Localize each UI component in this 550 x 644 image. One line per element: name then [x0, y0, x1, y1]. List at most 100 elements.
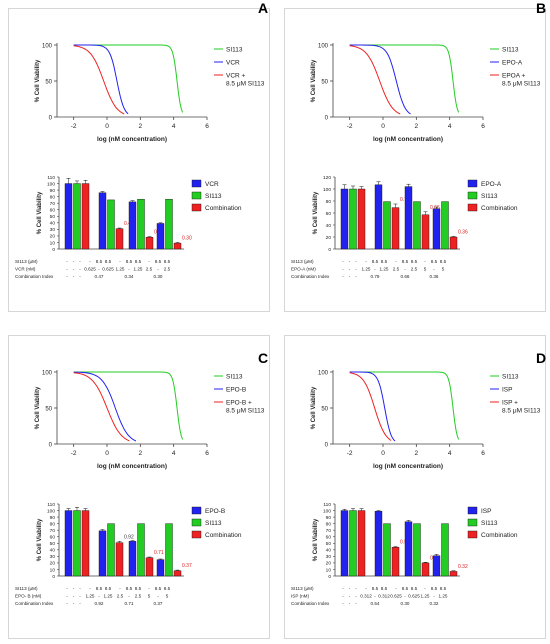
table-cell: -	[157, 267, 159, 272]
panel-label-a: A	[258, 0, 269, 16]
panel-b: 0 50 100 -2 0 2 4 6% Cell Viability log (nM conc…	[284, 8, 546, 312]
table-cell: -	[355, 586, 357, 591]
bar	[349, 188, 357, 250]
panel-label-b: B	[536, 0, 547, 16]
table-cell: -	[98, 594, 100, 599]
bar-legend-label: EPO-A	[481, 181, 502, 188]
table-cell: 0.37	[154, 601, 163, 606]
curve-x-axis-label: log (nM concentration)	[97, 463, 167, 470]
curve-x-tick-label: 4	[172, 450, 176, 457]
curve-x-tick-label: 0	[381, 450, 385, 457]
curve-x-tick-label: 2	[415, 450, 419, 457]
table-cell: 2.5	[393, 267, 400, 272]
table-cell: -	[349, 259, 351, 264]
bar-y-tick-label: 70	[50, 201, 56, 207]
bar	[173, 242, 182, 250]
curve-line-2	[73, 371, 137, 442]
table-cell: 8.5	[411, 586, 418, 591]
curve-y-tick-label: 100	[318, 44, 329, 50]
table-cell: 8.5	[381, 259, 388, 264]
table-cell: -	[342, 267, 344, 272]
bar-y-tick-label: 80	[50, 194, 56, 200]
legend-label-3: ISP +8.5 μM SI113	[502, 400, 541, 415]
bar-legend-swatch	[467, 203, 478, 212]
bar-legend-label: Combination	[481, 205, 518, 212]
table-cell: -	[355, 601, 357, 606]
bar	[340, 188, 349, 250]
bar-y-tick-label: 100	[47, 508, 55, 514]
table-row-label: EPO-A (nM)	[291, 267, 316, 272]
curve-y-tick-label: 50	[321, 80, 328, 86]
table-row-label: SI113 (μM)	[291, 259, 314, 264]
curve-x-axis-label: log (nM concentration)	[373, 463, 443, 470]
bar-legend-label: SI113	[205, 193, 222, 200]
table-cell: 8.5	[164, 586, 171, 591]
bar	[421, 562, 430, 577]
bar-y-tick-label: 110	[323, 502, 331, 508]
table-cell: -	[66, 274, 68, 279]
curve-x-tick-label: 6	[481, 123, 485, 130]
table-row-label: Combination Index	[15, 274, 54, 279]
table-cell: -	[424, 259, 426, 264]
table-cell: -	[73, 274, 75, 279]
curve-x-tick-label: -2	[71, 450, 77, 457]
legend-label-1: SI113	[502, 374, 519, 381]
curve-y-tick-label: 0	[49, 116, 53, 122]
table-cell: 0.79	[371, 274, 380, 279]
bar-legend-swatch	[467, 518, 478, 527]
table-cell: 0.625	[408, 594, 420, 599]
bar-y-axis-label: % Cell Viability	[37, 191, 43, 234]
table-row-label: VCR (nM)	[15, 267, 36, 272]
table-cell: -	[73, 594, 75, 599]
table-cell: -	[365, 586, 367, 591]
ci-label: 0.66	[430, 205, 440, 211]
table-cell: -	[79, 601, 81, 606]
legend-label-line: 8.5 μM SI113	[226, 81, 265, 88]
table-cell: -	[73, 586, 75, 591]
bar	[404, 521, 413, 577]
table-cell: 1.25	[380, 267, 389, 272]
panel-label-c: C	[258, 350, 269, 366]
curve-y-tick-label: 0	[325, 116, 329, 122]
table-cell: 8.5	[411, 259, 418, 264]
curve-line-3	[349, 45, 401, 115]
table-cell: 1.25	[421, 594, 430, 599]
table-cell: 1.25	[439, 594, 448, 599]
table-cell: -	[79, 594, 81, 599]
table-cell: -	[73, 267, 75, 272]
table-cell: 8.5	[440, 259, 447, 264]
table-cell: -	[349, 601, 351, 606]
table-row-label: ISP (nM)	[291, 594, 310, 599]
bar-y-tick-label: 80	[326, 521, 332, 527]
table-cell: 8.5	[402, 259, 409, 264]
bar-y-axis-label: % Cell Viability	[37, 518, 43, 561]
table-cell: -	[66, 259, 68, 264]
table-row-label: Combination Index	[291, 601, 330, 606]
table-cell: -	[349, 594, 351, 599]
curve-x-tick-label: 4	[448, 123, 452, 130]
bar-y-tick-label: 70	[50, 528, 56, 534]
table-cell: 8.5	[372, 586, 379, 591]
table-cell: 8.5	[402, 586, 409, 591]
bar-y-tick-label: 60	[326, 211, 332, 217]
bar	[128, 541, 137, 577]
table-cell: 8.5	[135, 586, 142, 591]
table-cell: -	[433, 594, 435, 599]
bar-legend-label: ISP	[481, 508, 491, 515]
table-cell: -	[66, 594, 68, 599]
table-cell: -	[355, 594, 357, 599]
table-cell: -	[342, 259, 344, 264]
legend-label-1: SI113	[226, 374, 243, 381]
table-cell: 8.5	[372, 259, 379, 264]
curve-x-tick-label: -2	[347, 450, 353, 457]
legend-label-line: EPOA +	[502, 73, 526, 80]
table-cell: 0.71	[125, 601, 134, 606]
curve-line-2	[73, 44, 129, 115]
bar	[145, 237, 154, 250]
bar	[137, 199, 145, 250]
curve-x-axis-label: log (nM concentration)	[373, 136, 443, 143]
table-cell: 5	[442, 267, 445, 272]
panel-a: 0 50 100 -2 0 2 4 6% Cell Viability log (nM conc…	[8, 8, 270, 312]
table-cell: -	[73, 601, 75, 606]
